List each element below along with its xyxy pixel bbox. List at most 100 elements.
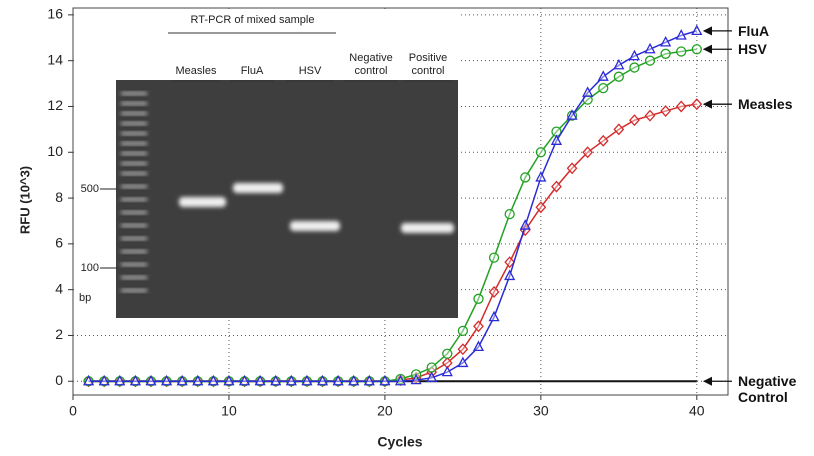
ladder-band (121, 152, 147, 155)
marker (676, 46, 687, 57)
marker (629, 114, 640, 127)
gel (116, 80, 458, 318)
marker (691, 44, 702, 55)
marker (613, 71, 624, 82)
marker (644, 55, 656, 66)
marker (535, 171, 547, 182)
ladder-unit: bp (79, 292, 91, 304)
ladder-band (121, 102, 147, 105)
x-tick-label: 30 (533, 403, 549, 419)
marker (520, 172, 531, 183)
y-axis-label: RFU (10^3) (17, 166, 32, 234)
series-label: HSV (738, 41, 767, 58)
lane-label: HSV (298, 65, 322, 77)
inset-title: RT-PCR of mixed sample (190, 14, 315, 26)
marker (442, 348, 453, 359)
y-tick-label: 0 (55, 372, 63, 388)
marker (145, 374, 157, 386)
marker (238, 374, 251, 386)
marker (488, 285, 500, 298)
marker (472, 340, 485, 352)
marker (551, 180, 562, 193)
ladder-label: 100 (81, 262, 99, 274)
ladder-band (121, 250, 147, 253)
marker (660, 105, 671, 118)
marker (613, 58, 625, 70)
marker (660, 48, 671, 59)
series-label: FluA (738, 22, 770, 39)
marker (629, 62, 640, 73)
y-tick-label: 4 (55, 280, 63, 296)
marker (441, 365, 453, 377)
marker (98, 374, 110, 386)
marker (675, 100, 687, 113)
marker (675, 29, 687, 40)
lane-label: Positive control (408, 52, 448, 77)
marker (379, 374, 391, 386)
marker (160, 374, 173, 386)
marker (301, 374, 313, 386)
ladder-label: 500 (81, 183, 99, 195)
marker (691, 24, 703, 36)
marker (519, 219, 531, 230)
y-tick-label: 8 (55, 189, 63, 205)
marker (597, 134, 609, 147)
marker (426, 362, 437, 373)
ladder-band (121, 211, 147, 214)
marker (457, 343, 469, 356)
marker (254, 374, 266, 386)
ladder-band (121, 263, 147, 266)
y-tick-label: 10 (47, 143, 63, 159)
marker (488, 310, 500, 322)
x-tick-label: 20 (377, 403, 393, 419)
y-tick-label: 6 (55, 235, 63, 251)
marker (114, 374, 126, 386)
marker (348, 374, 360, 386)
marker (566, 109, 578, 120)
marker (660, 35, 672, 47)
series-label: Measles (738, 96, 793, 113)
ladder-band (121, 132, 147, 135)
inset: 500 100 bp (76, 9, 459, 319)
series-label: Negative Control (738, 373, 797, 406)
gel-band (401, 223, 454, 233)
gel-band (179, 197, 226, 207)
marker (457, 356, 469, 368)
ladder-band (121, 237, 147, 240)
ladder-band (121, 112, 147, 115)
marker (207, 374, 219, 386)
y-tick-label: 2 (55, 326, 63, 342)
marker (535, 201, 547, 214)
marker (535, 147, 547, 158)
x-tick-label: 0 (69, 403, 77, 419)
marker (613, 123, 625, 136)
marker (473, 293, 484, 304)
marker (176, 374, 188, 386)
ladder-band (121, 142, 147, 145)
ladder-band (121, 92, 147, 95)
y-tick-label: 16 (47, 6, 63, 22)
marker (316, 374, 329, 386)
marker (129, 374, 141, 386)
marker (83, 374, 95, 386)
marker (504, 208, 515, 220)
marker (582, 146, 594, 159)
marker (582, 86, 594, 97)
marker (504, 256, 516, 269)
ladder-band (121, 198, 147, 201)
marker (691, 98, 703, 111)
marker (628, 49, 641, 61)
ladder-band (121, 289, 147, 292)
plot-frame (72, 7, 729, 396)
marker (644, 42, 656, 54)
marker (488, 252, 500, 263)
ladder-band (121, 162, 147, 165)
marker (598, 82, 609, 94)
gel-band (233, 183, 283, 193)
marker (597, 70, 609, 81)
marker (270, 374, 282, 386)
marker (363, 374, 375, 386)
marker (457, 325, 469, 337)
